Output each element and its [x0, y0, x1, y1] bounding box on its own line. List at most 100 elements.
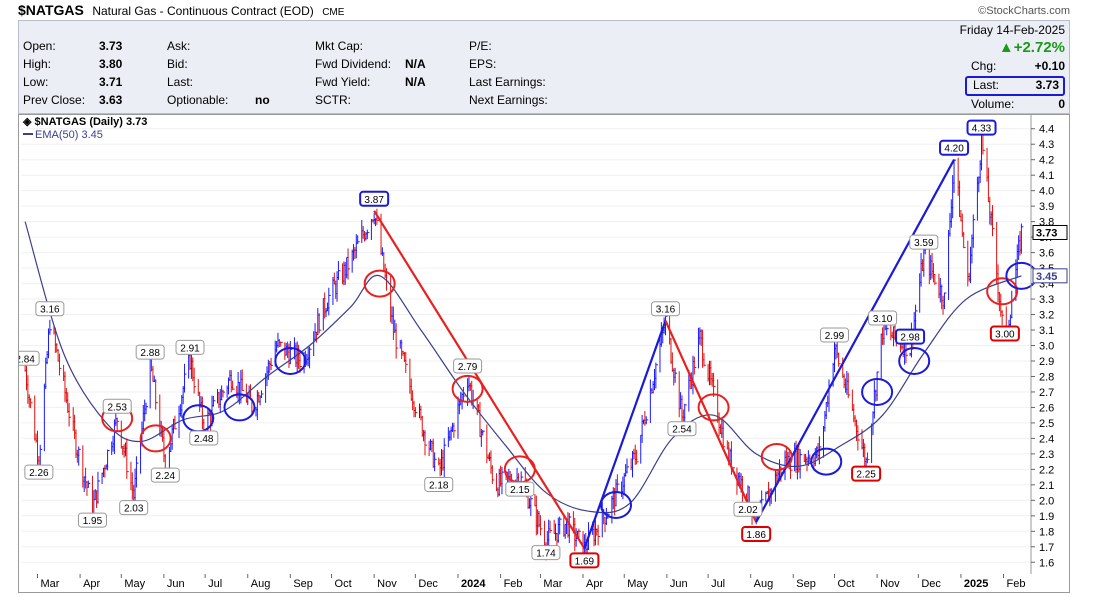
value-label-text: 3.59	[914, 238, 934, 249]
value-label-text: 2.26	[29, 468, 49, 479]
value-label-box	[569, 552, 600, 569]
high-value: 3.80	[99, 57, 123, 71]
fwd-yield-label: Fwd Yield:	[315, 75, 371, 89]
ema-touch-circle	[1005, 261, 1038, 290]
value-label: 3.00	[989, 325, 1020, 342]
x-tick-label: 2024	[461, 578, 486, 590]
ema-touch-circle	[986, 277, 1019, 306]
description-label: Natural Gas - Continuous Contract (EOD)	[92, 4, 314, 18]
value-label-box	[667, 421, 697, 437]
x-tick-label: Dec	[418, 578, 438, 590]
value-label-box	[150, 467, 180, 483]
x-tick-label: Dec	[921, 578, 941, 590]
volume-value: 0	[1058, 97, 1065, 111]
open-row: Open: 3.73	[23, 39, 153, 53]
y-tick-label: 3.6	[1039, 248, 1054, 260]
x-tick-label: Aug	[251, 578, 271, 590]
value-label-box	[24, 464, 54, 480]
value-label-box	[741, 526, 772, 543]
y-tick-label: 4.4	[1039, 124, 1054, 136]
value-label-text: 2.25	[856, 470, 876, 481]
value-label-text: 2.99	[825, 331, 845, 342]
value-label-box	[453, 358, 483, 374]
value-label: 3.10	[868, 310, 898, 326]
value-label-text: 2.53	[107, 402, 127, 413]
value-label-text: 3.00	[995, 330, 1015, 341]
bid-label: Bid:	[167, 57, 188, 71]
value-label-box	[175, 339, 205, 355]
last-label-mid: Last:	[167, 75, 194, 89]
value-label-box	[77, 512, 107, 528]
value-label-text: 1.69	[575, 556, 595, 567]
y-tick-label: 4.3	[1039, 139, 1054, 151]
y-tick-label: 2.6	[1039, 402, 1054, 414]
price-chart-panel: 2.84 2.26 3.16 1.95 2.53 2.03 2.88 2.24 2.91 2.48…	[10, 114, 1070, 576]
x-tick-label: Feb	[504, 578, 523, 590]
y-tick-label: 2.8	[1039, 371, 1054, 383]
percent-change: ▲+2.72%	[998, 39, 1065, 56]
value-label: 1.86	[741, 526, 772, 543]
last-price-marker: 3.73	[1032, 224, 1068, 240]
ema-touch-circle	[810, 447, 843, 476]
y-tick-label: 3.1	[1039, 325, 1054, 337]
value-label: 3.16	[35, 301, 65, 317]
value-label: 2.25	[851, 465, 882, 482]
ema-price-marker-label: 3.45	[1036, 271, 1057, 283]
ema-touch-circle	[861, 377, 894, 406]
x-tick-label: Oct	[837, 578, 854, 590]
value-label: 2.03	[119, 500, 149, 516]
ask-label: Ask:	[167, 39, 191, 53]
value-label: 2.91	[175, 339, 205, 355]
low-row: Low: 3.71	[23, 75, 153, 89]
value-label-box	[851, 465, 882, 482]
sctr-label: SCTR:	[315, 93, 351, 107]
mktcap-label: Mkt Cap:	[315, 39, 364, 53]
high-label: High:	[23, 57, 52, 71]
value-label: 2.84	[10, 350, 40, 366]
x-tick-label: Sep	[796, 578, 816, 590]
ema-touch-circle	[223, 393, 256, 422]
y-tick-label: 2.1	[1039, 480, 1054, 492]
x-tick-label: Nov	[880, 578, 900, 590]
low-label: Low:	[23, 75, 49, 89]
value-label: 2.99	[819, 327, 849, 343]
value-label: 2.53	[102, 398, 132, 414]
value-label-text: 3.16	[656, 305, 676, 316]
x-tick-label: 2025	[964, 578, 988, 590]
value-label: 2.79	[453, 358, 483, 374]
x-tick-label: Mar	[543, 578, 562, 590]
prev-close-label: Prev Close:	[23, 93, 86, 107]
y-tick-label: 2.4	[1039, 433, 1054, 445]
y-tick-label: 2.0	[1039, 495, 1054, 507]
quote-date: Friday 14-Feb-2025	[959, 23, 1065, 37]
y-tick-label: 2.7	[1039, 387, 1054, 399]
price-chart: 2.84 2.26 3.16 1.95 2.53 2.03 2.88 2.24 2.91 2.48…	[10, 115, 1068, 575]
value-label-text: 2.15	[510, 485, 530, 496]
value-label-box	[733, 501, 763, 517]
y-tick-label: 1.8	[1039, 526, 1054, 538]
value-label-box	[909, 234, 939, 250]
exchange-label: CME	[322, 7, 345, 18]
ema-touch-circle	[451, 374, 484, 403]
trendline-blue	[755, 159, 956, 523]
value-label-text: 2.79	[458, 362, 478, 373]
value-label-box	[359, 190, 390, 207]
x-tick-label: Aug	[754, 578, 774, 590]
value-label-text: 2.98	[900, 333, 920, 344]
value-label-text: 4.33	[972, 124, 992, 135]
optionable-label: Optionable:	[167, 93, 229, 107]
value-label-text: 3.16	[40, 305, 60, 316]
value-label: 2.48	[189, 430, 219, 446]
ema-price-marker-box	[1032, 268, 1068, 284]
x-axis: Mar Apr May Jun Jul Aug Sep Oct Nov Dec 2024 Feb Mar…	[18, 574, 1070, 593]
x-tick-label: Sep	[293, 578, 313, 590]
x-tick-label: May	[124, 578, 145, 590]
value-label-box	[895, 328, 926, 345]
x-tick-label: Jul	[208, 578, 222, 590]
y-tick-label: 1.6	[1039, 557, 1054, 569]
x-tick-label: Nov	[377, 578, 397, 590]
x-axis-svg: Mar Apr May Jun Jul Aug Sep Oct Nov Dec 2024 Feb Mar…	[36, 574, 1025, 590]
eps-label: EPS:	[469, 57, 497, 71]
chart-legend: ◈ $NATGAS (Daily) 3.73 EMA(50) 3.45	[22, 116, 147, 141]
x-tick-label: Apr	[586, 578, 603, 590]
